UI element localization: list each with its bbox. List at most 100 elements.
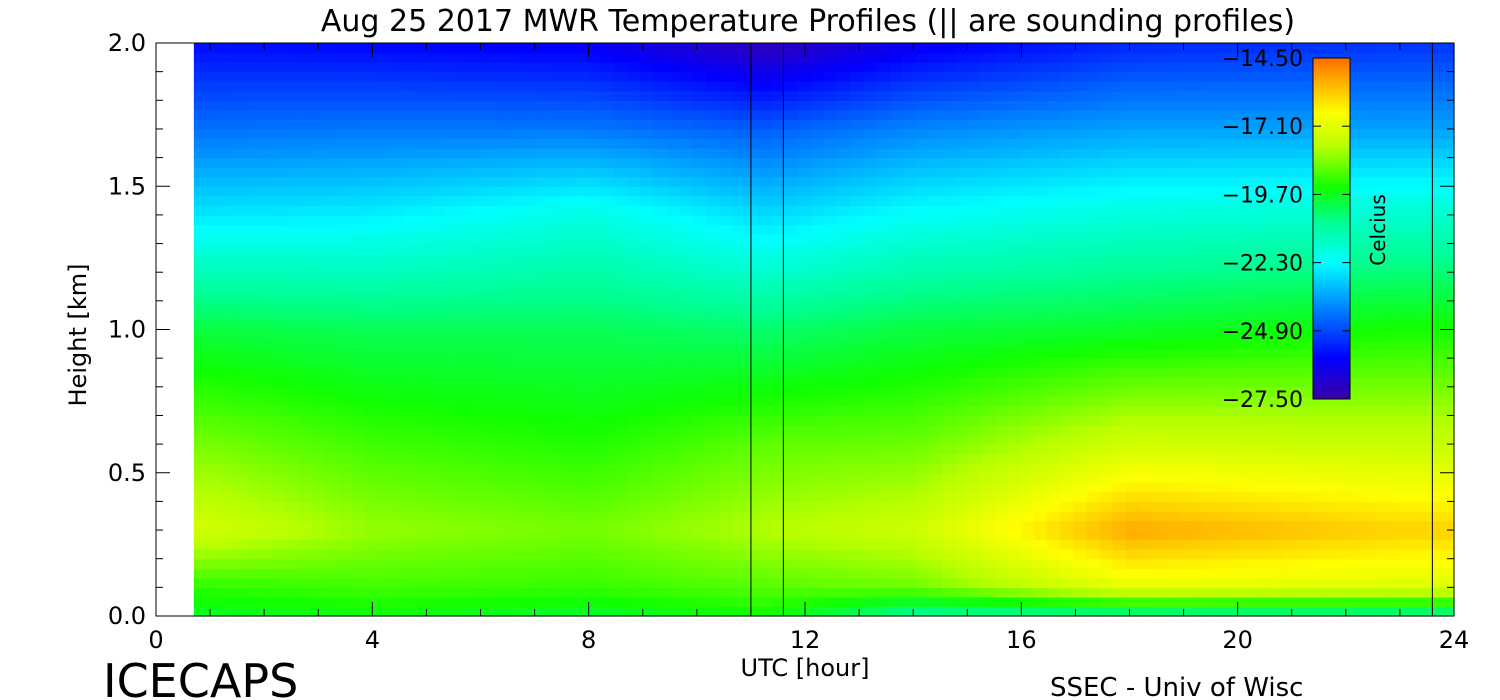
heatmap-cell xyxy=(850,415,864,426)
heatmap-cell xyxy=(535,195,549,206)
heatmap-cell xyxy=(994,530,1009,541)
heatmap-cell xyxy=(758,176,773,187)
heatmap-cell xyxy=(745,195,759,206)
heatmap-cell xyxy=(810,339,825,350)
heatmap-cell xyxy=(285,491,300,502)
heatmap-cell xyxy=(561,377,576,388)
heatmap-cell xyxy=(1033,262,1048,273)
heatmap-cell xyxy=(469,253,484,264)
heatmap-cell xyxy=(469,119,484,130)
heatmap-cell xyxy=(1007,463,1022,474)
heatmap-cell xyxy=(902,367,917,378)
heatmap-cell xyxy=(928,71,943,82)
heatmap-cell xyxy=(325,310,339,321)
heatmap-cell xyxy=(508,558,523,569)
heatmap-cell xyxy=(259,520,274,531)
heatmap-cell xyxy=(1230,310,1245,321)
heatmap-cell xyxy=(810,186,825,197)
heatmap-cell xyxy=(508,415,523,426)
heatmap-cell xyxy=(325,434,339,445)
heatmap-cell xyxy=(587,463,602,474)
heatmap-cell xyxy=(272,253,287,264)
heatmap-cell xyxy=(613,386,628,397)
heatmap-cell xyxy=(443,472,457,483)
heatmap-cell xyxy=(1112,310,1127,321)
heatmap-cell xyxy=(1047,138,1061,149)
heatmap-cell xyxy=(692,176,707,187)
heatmap-cell xyxy=(1191,43,1206,54)
heatmap-cell xyxy=(627,530,641,541)
heatmap-cell xyxy=(1073,587,1088,598)
heatmap-cell xyxy=(482,157,497,168)
heatmap-cell xyxy=(745,138,759,149)
heatmap-cell xyxy=(206,587,221,598)
heatmap-cell xyxy=(771,386,786,397)
heatmap-cell xyxy=(312,157,326,168)
heatmap-cell xyxy=(627,272,641,283)
heatmap-cell xyxy=(535,167,549,178)
heatmap-cell xyxy=(902,415,917,426)
heatmap-cell xyxy=(220,405,234,417)
heatmap-cell xyxy=(390,319,405,331)
heatmap-cell xyxy=(771,339,786,350)
heatmap-cell xyxy=(823,520,838,531)
heatmap-cell xyxy=(1257,234,1271,245)
heatmap-cell xyxy=(955,109,969,120)
heatmap-cell xyxy=(1230,549,1245,560)
heatmap-cell xyxy=(942,405,956,417)
heatmap-cell xyxy=(403,148,418,159)
heatmap-cell xyxy=(233,596,247,608)
heatmap-cell xyxy=(968,281,983,292)
heatmap-cell xyxy=(495,577,510,588)
heatmap-cell xyxy=(1138,43,1153,54)
heatmap-cell xyxy=(915,367,930,378)
heatmap-cell xyxy=(561,138,576,149)
heatmap-cell xyxy=(837,119,851,130)
heatmap-cell xyxy=(482,205,497,216)
heatmap-cell xyxy=(797,291,812,302)
heatmap-cell xyxy=(942,262,956,273)
heatmap-cell xyxy=(640,300,654,311)
heatmap-cell xyxy=(771,310,786,321)
heatmap-cell xyxy=(653,281,668,292)
heatmap-cell xyxy=(613,415,628,426)
heatmap-cell xyxy=(508,568,523,579)
heatmap-cell xyxy=(220,157,234,168)
heatmap-cell xyxy=(1007,539,1022,550)
heatmap-cell xyxy=(285,243,300,254)
heatmap-cell xyxy=(587,310,602,321)
heatmap-cell xyxy=(981,243,996,254)
heatmap-cell xyxy=(837,415,851,426)
heatmap-cell xyxy=(1230,444,1245,455)
heatmap-cell xyxy=(1191,415,1206,426)
heatmap-cell xyxy=(522,501,536,512)
heatmap-cell xyxy=(902,491,917,502)
heatmap-cell xyxy=(1243,157,1258,168)
heatmap-cell xyxy=(561,568,576,579)
heatmap-cell xyxy=(482,549,497,560)
heatmap-cell xyxy=(968,596,983,608)
heatmap-cell xyxy=(1230,539,1245,550)
heatmap-cell xyxy=(1007,386,1022,397)
heatmap-cell xyxy=(1152,405,1166,417)
heatmap-cell xyxy=(1152,520,1166,531)
heatmap-cell xyxy=(1178,329,1193,340)
heatmap-cell xyxy=(1243,539,1258,550)
heatmap-cell xyxy=(613,224,628,235)
heatmap-cell xyxy=(535,52,549,63)
heatmap-cell xyxy=(863,367,878,378)
heatmap-cell xyxy=(771,262,786,273)
heatmap-cell xyxy=(325,386,339,397)
heatmap-cell xyxy=(1033,501,1048,512)
heatmap-cell xyxy=(1086,415,1101,426)
heatmap-cell xyxy=(403,358,418,369)
heatmap-cell xyxy=(1270,587,1284,598)
heatmap-cell xyxy=(1178,539,1193,550)
heatmap-cell xyxy=(285,253,300,264)
heatmap-cell xyxy=(390,386,405,397)
heatmap-cell xyxy=(508,358,523,369)
heatmap-cell xyxy=(640,472,654,483)
heatmap-cell xyxy=(863,434,878,445)
heatmap-cell xyxy=(1125,539,1140,550)
heatmap-cell xyxy=(246,62,261,73)
